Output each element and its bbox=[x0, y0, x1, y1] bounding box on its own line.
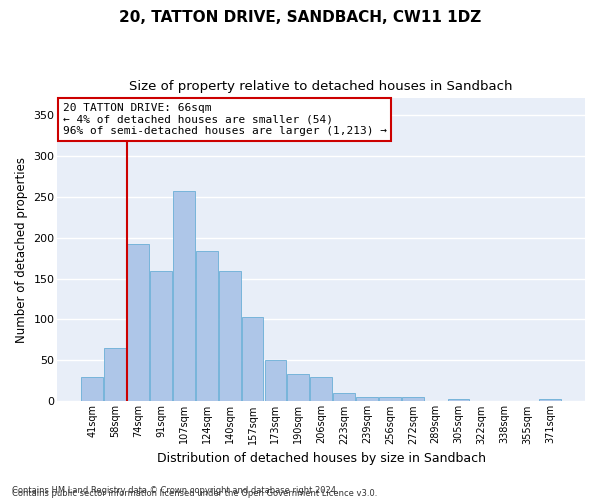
Bar bbox=[196, 252, 218, 402]
Bar bbox=[379, 398, 401, 402]
Bar bbox=[173, 191, 195, 402]
Bar bbox=[150, 271, 172, 402]
Y-axis label: Number of detached properties: Number of detached properties bbox=[15, 157, 28, 343]
Text: 20 TATTON DRIVE: 66sqm
← 4% of detached houses are smaller (54)
96% of semi-deta: 20 TATTON DRIVE: 66sqm ← 4% of detached … bbox=[63, 103, 387, 136]
Bar bbox=[127, 244, 149, 402]
Bar bbox=[242, 317, 263, 402]
Bar bbox=[356, 398, 378, 402]
Bar bbox=[448, 399, 469, 402]
Text: 20, TATTON DRIVE, SANDBACH, CW11 1DZ: 20, TATTON DRIVE, SANDBACH, CW11 1DZ bbox=[119, 10, 481, 25]
Bar bbox=[265, 360, 286, 402]
Bar bbox=[104, 348, 126, 402]
Bar bbox=[539, 399, 561, 402]
Text: Contains public sector information licensed under the Open Government Licence v3: Contains public sector information licen… bbox=[12, 488, 377, 498]
Bar bbox=[287, 374, 309, 402]
Title: Size of property relative to detached houses in Sandbach: Size of property relative to detached ho… bbox=[130, 80, 513, 93]
X-axis label: Distribution of detached houses by size in Sandbach: Distribution of detached houses by size … bbox=[157, 452, 486, 465]
Bar bbox=[310, 377, 332, 402]
Bar bbox=[333, 393, 355, 402]
Bar bbox=[219, 271, 241, 402]
Bar bbox=[402, 398, 424, 402]
Bar bbox=[82, 377, 103, 402]
Text: Contains HM Land Registry data © Crown copyright and database right 2024.: Contains HM Land Registry data © Crown c… bbox=[12, 486, 338, 495]
